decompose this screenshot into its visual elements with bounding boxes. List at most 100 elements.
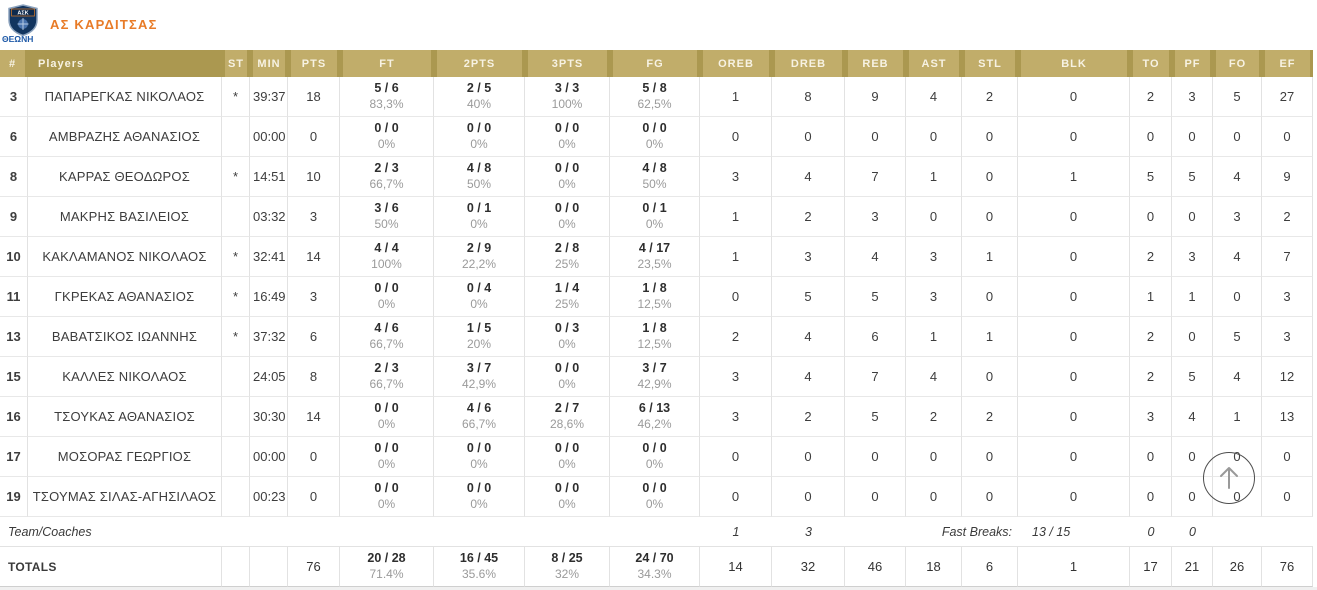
stl-value: 0: [962, 117, 1018, 157]
totals-pf: 21: [1172, 547, 1213, 587]
fg-cell: 5 / 8 62,5%: [610, 77, 700, 117]
2pts-made: 2 / 5: [466, 80, 492, 95]
3pts-made: 0 / 0: [554, 200, 580, 215]
3pts-made: 0 / 0: [554, 480, 580, 495]
3pts-pct: 0%: [558, 177, 576, 192]
player-name: ΠΑΠΑΡΕΓΚΑΣ ΝΙΚΟΛΑΟΣ: [28, 77, 222, 117]
stl-value: 0: [962, 277, 1018, 317]
scroll-to-top-button[interactable]: [1203, 452, 1255, 504]
player-name: ΚΑΡΡΑΣ ΘΕΟΔΩΡΟΣ: [28, 157, 222, 197]
dreb-value: 4: [772, 357, 845, 397]
pf-value: 0: [1172, 317, 1213, 357]
player-name: ΜΑΚΡΗΣ ΒΑΣΙΛΕΙΟΣ: [28, 197, 222, 237]
fg-cell: 0 / 0 0%: [610, 477, 700, 517]
team-name-link[interactable]: ΑΣ ΚΑΡΔΙΤΣΑΣ: [50, 16, 158, 32]
2pts-pct: 0%: [470, 457, 488, 472]
totals-3pts-pct: 32%: [554, 567, 580, 582]
2pts-cell: 0 / 1 0%: [434, 197, 525, 237]
blk-value: 1: [1018, 157, 1130, 197]
fast-breaks-label: Fast Breaks:: [906, 517, 1018, 547]
minutes: 00:23: [250, 477, 288, 517]
fg-cell: 0 / 0 0%: [610, 437, 700, 477]
2pts-pct: 50%: [466, 177, 492, 192]
2pts-pct: 40%: [466, 97, 492, 112]
totals-fo: 26: [1213, 547, 1262, 587]
totals-min-empty: [250, 547, 288, 587]
points: 0: [288, 477, 340, 517]
3pts-pct: 0%: [558, 457, 576, 472]
fg-pct: 42,9%: [637, 377, 672, 392]
ft-pct: 0%: [377, 137, 396, 152]
totals-ft-pct: 71.4%: [369, 567, 404, 582]
3pts-made: 0 / 0: [554, 120, 580, 135]
2pts-made: 0 / 0: [466, 120, 492, 135]
2pts-pct: 20%: [466, 337, 492, 352]
2pts-made: 1 / 5: [466, 320, 492, 335]
minutes: 16:49: [250, 277, 288, 317]
2pts-cell: 0 / 0 0%: [434, 117, 525, 157]
oreb-value: 0: [700, 477, 772, 517]
player-name: ΚΑΛΛΕΣ ΝΙΚΟΛΑΟΣ: [28, 357, 222, 397]
col-header-blk: BLK: [1018, 50, 1130, 77]
fg-made: 0 / 0: [642, 120, 667, 135]
oreb-value: 3: [700, 157, 772, 197]
stl-value: 0: [962, 197, 1018, 237]
fg-cell: 6 / 13 46,2%: [610, 397, 700, 437]
blk-value: 0: [1018, 437, 1130, 477]
reb-value: 5: [845, 397, 906, 437]
2pts-made: 4 / 8: [466, 160, 492, 175]
2pts-cell: 1 / 5 20%: [434, 317, 525, 357]
stl-value: 2: [962, 397, 1018, 437]
team-header: ΘΕΩΝΗ ΑΣΚ ΑΣ ΚΑΡΔΙΤΣΑΣ: [2, 2, 158, 46]
stl-value: 0: [962, 437, 1018, 477]
fg-pct: 0%: [645, 217, 664, 232]
col-header-reb: REB: [845, 50, 906, 77]
oreb-value: 2: [700, 317, 772, 357]
3pts-cell: 1 / 4 25%: [525, 277, 610, 317]
ft-pct: 0%: [377, 497, 396, 512]
3pts-pct: 100%: [551, 97, 583, 112]
oreb-value: 0: [700, 117, 772, 157]
fg-cell: 1 / 8 12,5%: [610, 277, 700, 317]
totals-label: TOTALS: [0, 547, 222, 587]
to-value: 0: [1130, 197, 1172, 237]
3pts-pct: 28,6%: [549, 417, 585, 432]
ef-value: 2: [1262, 197, 1313, 237]
pf-value: 3: [1172, 237, 1213, 277]
col-header-fo: FO: [1213, 50, 1262, 77]
totals-stl: 6: [962, 547, 1018, 587]
ft-cell: 0 / 0 0%: [340, 397, 434, 437]
starter-star: [222, 437, 250, 477]
ast-value: 1: [906, 157, 962, 197]
reb-value: 0: [845, 477, 906, 517]
dreb-value: 4: [772, 317, 845, 357]
player-number: 11: [0, 277, 28, 317]
player-number: 13: [0, 317, 28, 357]
oreb-value: 3: [700, 357, 772, 397]
blk-value: 0: [1018, 397, 1130, 437]
fg-made: 3 / 7: [642, 360, 667, 375]
player-row: 3 ΠΑΠΑΡΕΓΚΑΣ ΝΙΚΟΛΑΟΣ * 39:37 18 5 / 6 8…: [0, 77, 1313, 117]
fg-cell: 4 / 8 50%: [610, 157, 700, 197]
ef-value: 0: [1262, 477, 1313, 517]
totals-fg-cell: 24 / 70 34.3%: [610, 547, 700, 587]
2pts-made: 0 / 0: [466, 480, 492, 495]
player-name: ΑΜΒΡΑΖΗΣ ΑΘΑΝΑΣΙΟΣ: [28, 117, 222, 157]
starter-star: *: [222, 317, 250, 357]
3pts-cell: 0 / 0 0%: [525, 117, 610, 157]
ft-pct: 100%: [371, 257, 402, 272]
totals-3pts-made: 8 / 25: [551, 550, 583, 565]
totals-reb: 46: [845, 547, 906, 587]
ft-made: 0 / 0: [374, 280, 399, 295]
totals-2pts-cell: 16 / 45 35.6%: [434, 547, 525, 587]
3pts-cell: 0 / 0 0%: [525, 157, 610, 197]
3pts-made: 0 / 0: [554, 160, 580, 175]
col-header-oreb: OREB: [700, 50, 772, 77]
player-number: 6: [0, 117, 28, 157]
fg-made: 0 / 0: [642, 440, 667, 455]
blk-value: 0: [1018, 197, 1130, 237]
fo-value: 4: [1213, 237, 1262, 277]
3pts-made: 0 / 0: [554, 360, 580, 375]
svg-text:ΑΣΚ: ΑΣΚ: [17, 11, 28, 17]
pf-value: 0: [1172, 197, 1213, 237]
